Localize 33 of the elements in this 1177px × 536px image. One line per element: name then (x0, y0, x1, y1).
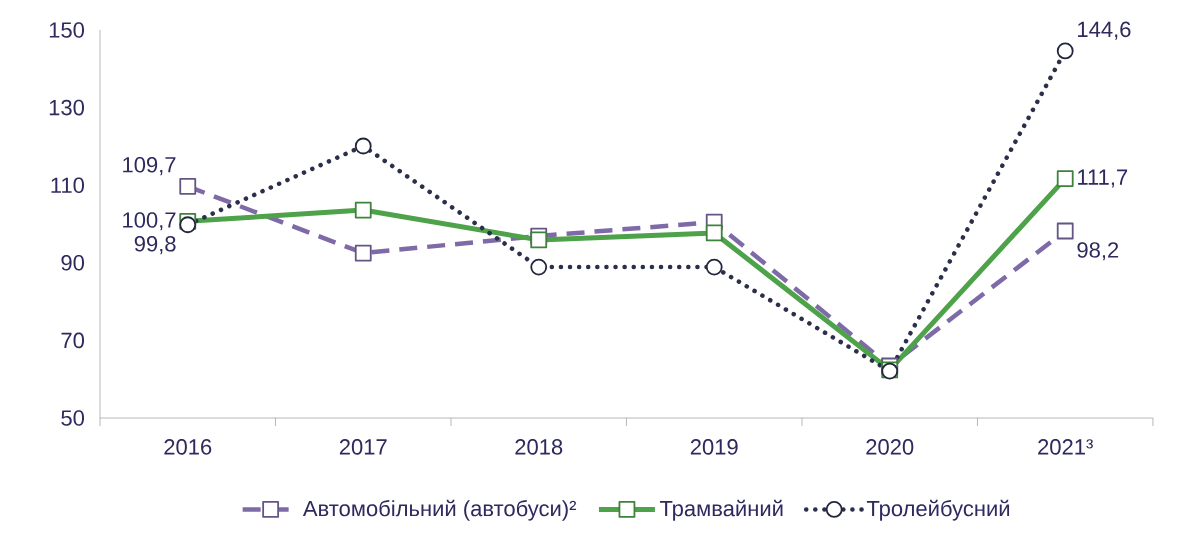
point (705, 224, 723, 242)
x-tick-label: 2017 (339, 439, 387, 455)
y-tick-label: 70 (61, 332, 85, 349)
x-tick-label: 2016 (164, 439, 212, 455)
point (354, 201, 372, 219)
y-tick-label: 150 (49, 22, 85, 38)
y-tick-label: 110 (51, 177, 85, 193)
x-tick-label: 2019 (690, 439, 738, 455)
data-label: 100,7 (123, 212, 176, 231)
x-tick-label: 2018 (515, 439, 563, 455)
x-tick-label: 2021³ (1038, 439, 1093, 455)
point (354, 137, 372, 155)
point (354, 244, 372, 262)
y-tick-label: 50 (61, 410, 85, 426)
point (530, 231, 548, 249)
legend-label: Тролейбусний (866, 499, 1010, 521)
data-label: 98,2 (1077, 242, 1119, 261)
point (530, 258, 548, 276)
x-tick-label: 2020 (866, 439, 914, 455)
y-tick-label: 90 (61, 255, 85, 271)
y-tick-label: 130 (49, 99, 85, 116)
data-label: 109,7 (123, 156, 176, 176)
data-label: 144,6 (1078, 21, 1131, 40)
data-label: 99,8 (134, 235, 176, 255)
point (1056, 222, 1074, 240)
data-label: 111,7 (1078, 169, 1128, 188)
point (705, 258, 723, 276)
point (179, 216, 197, 234)
point (1056, 170, 1074, 187)
point (1056, 42, 1074, 60)
point (179, 177, 197, 195)
legend-label: Автомобільний (автобуси)² (302, 499, 577, 521)
legend-label: Трамвайний (659, 499, 783, 521)
